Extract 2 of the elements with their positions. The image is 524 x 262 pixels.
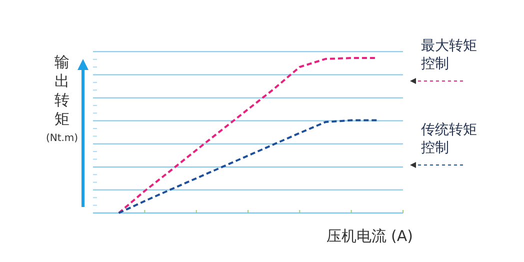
y-axis-title: 输出转矩(Nt.m) (46, 53, 78, 144)
x-axis-title: 压机电流 (A) (326, 227, 413, 245)
